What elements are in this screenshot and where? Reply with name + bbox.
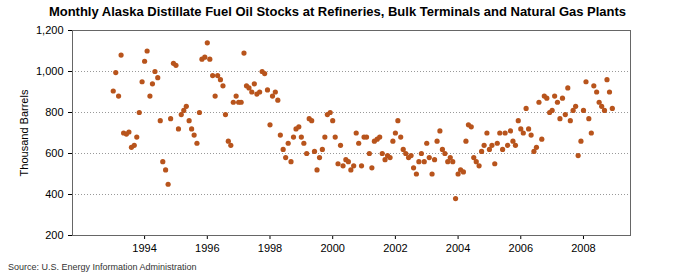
svg-text:2008: 2008 — [571, 242, 595, 254]
html-text:Monthly Alaska Distillate Fuel: Monthly Alaska Distillate Fuel Oil Stock… — [48, 4, 627, 19]
svg-text:1,000: 1,000 — [36, 65, 64, 77]
html-text:Source: U.S. Energy Informatio: Source: U.S. Energy Information Administ… — [8, 262, 197, 272]
svg-text:2002: 2002 — [383, 242, 407, 254]
svg-text:800: 800 — [45, 106, 63, 118]
svg-text:1994: 1994 — [132, 242, 156, 254]
svg-text:1,200: 1,200 — [36, 24, 64, 36]
svg-text:1998: 1998 — [258, 242, 282, 254]
svg-text:200: 200 — [45, 229, 63, 241]
svg-text:Thousand Barrels: Thousand Barrels — [18, 89, 30, 176]
svg-text:2004: 2004 — [446, 242, 470, 254]
svg-text:2006: 2006 — [509, 242, 533, 254]
svg-text:1996: 1996 — [195, 242, 219, 254]
svg-text:600: 600 — [45, 147, 63, 159]
svg-text:400: 400 — [45, 188, 63, 200]
svg-text:2000: 2000 — [320, 242, 344, 254]
